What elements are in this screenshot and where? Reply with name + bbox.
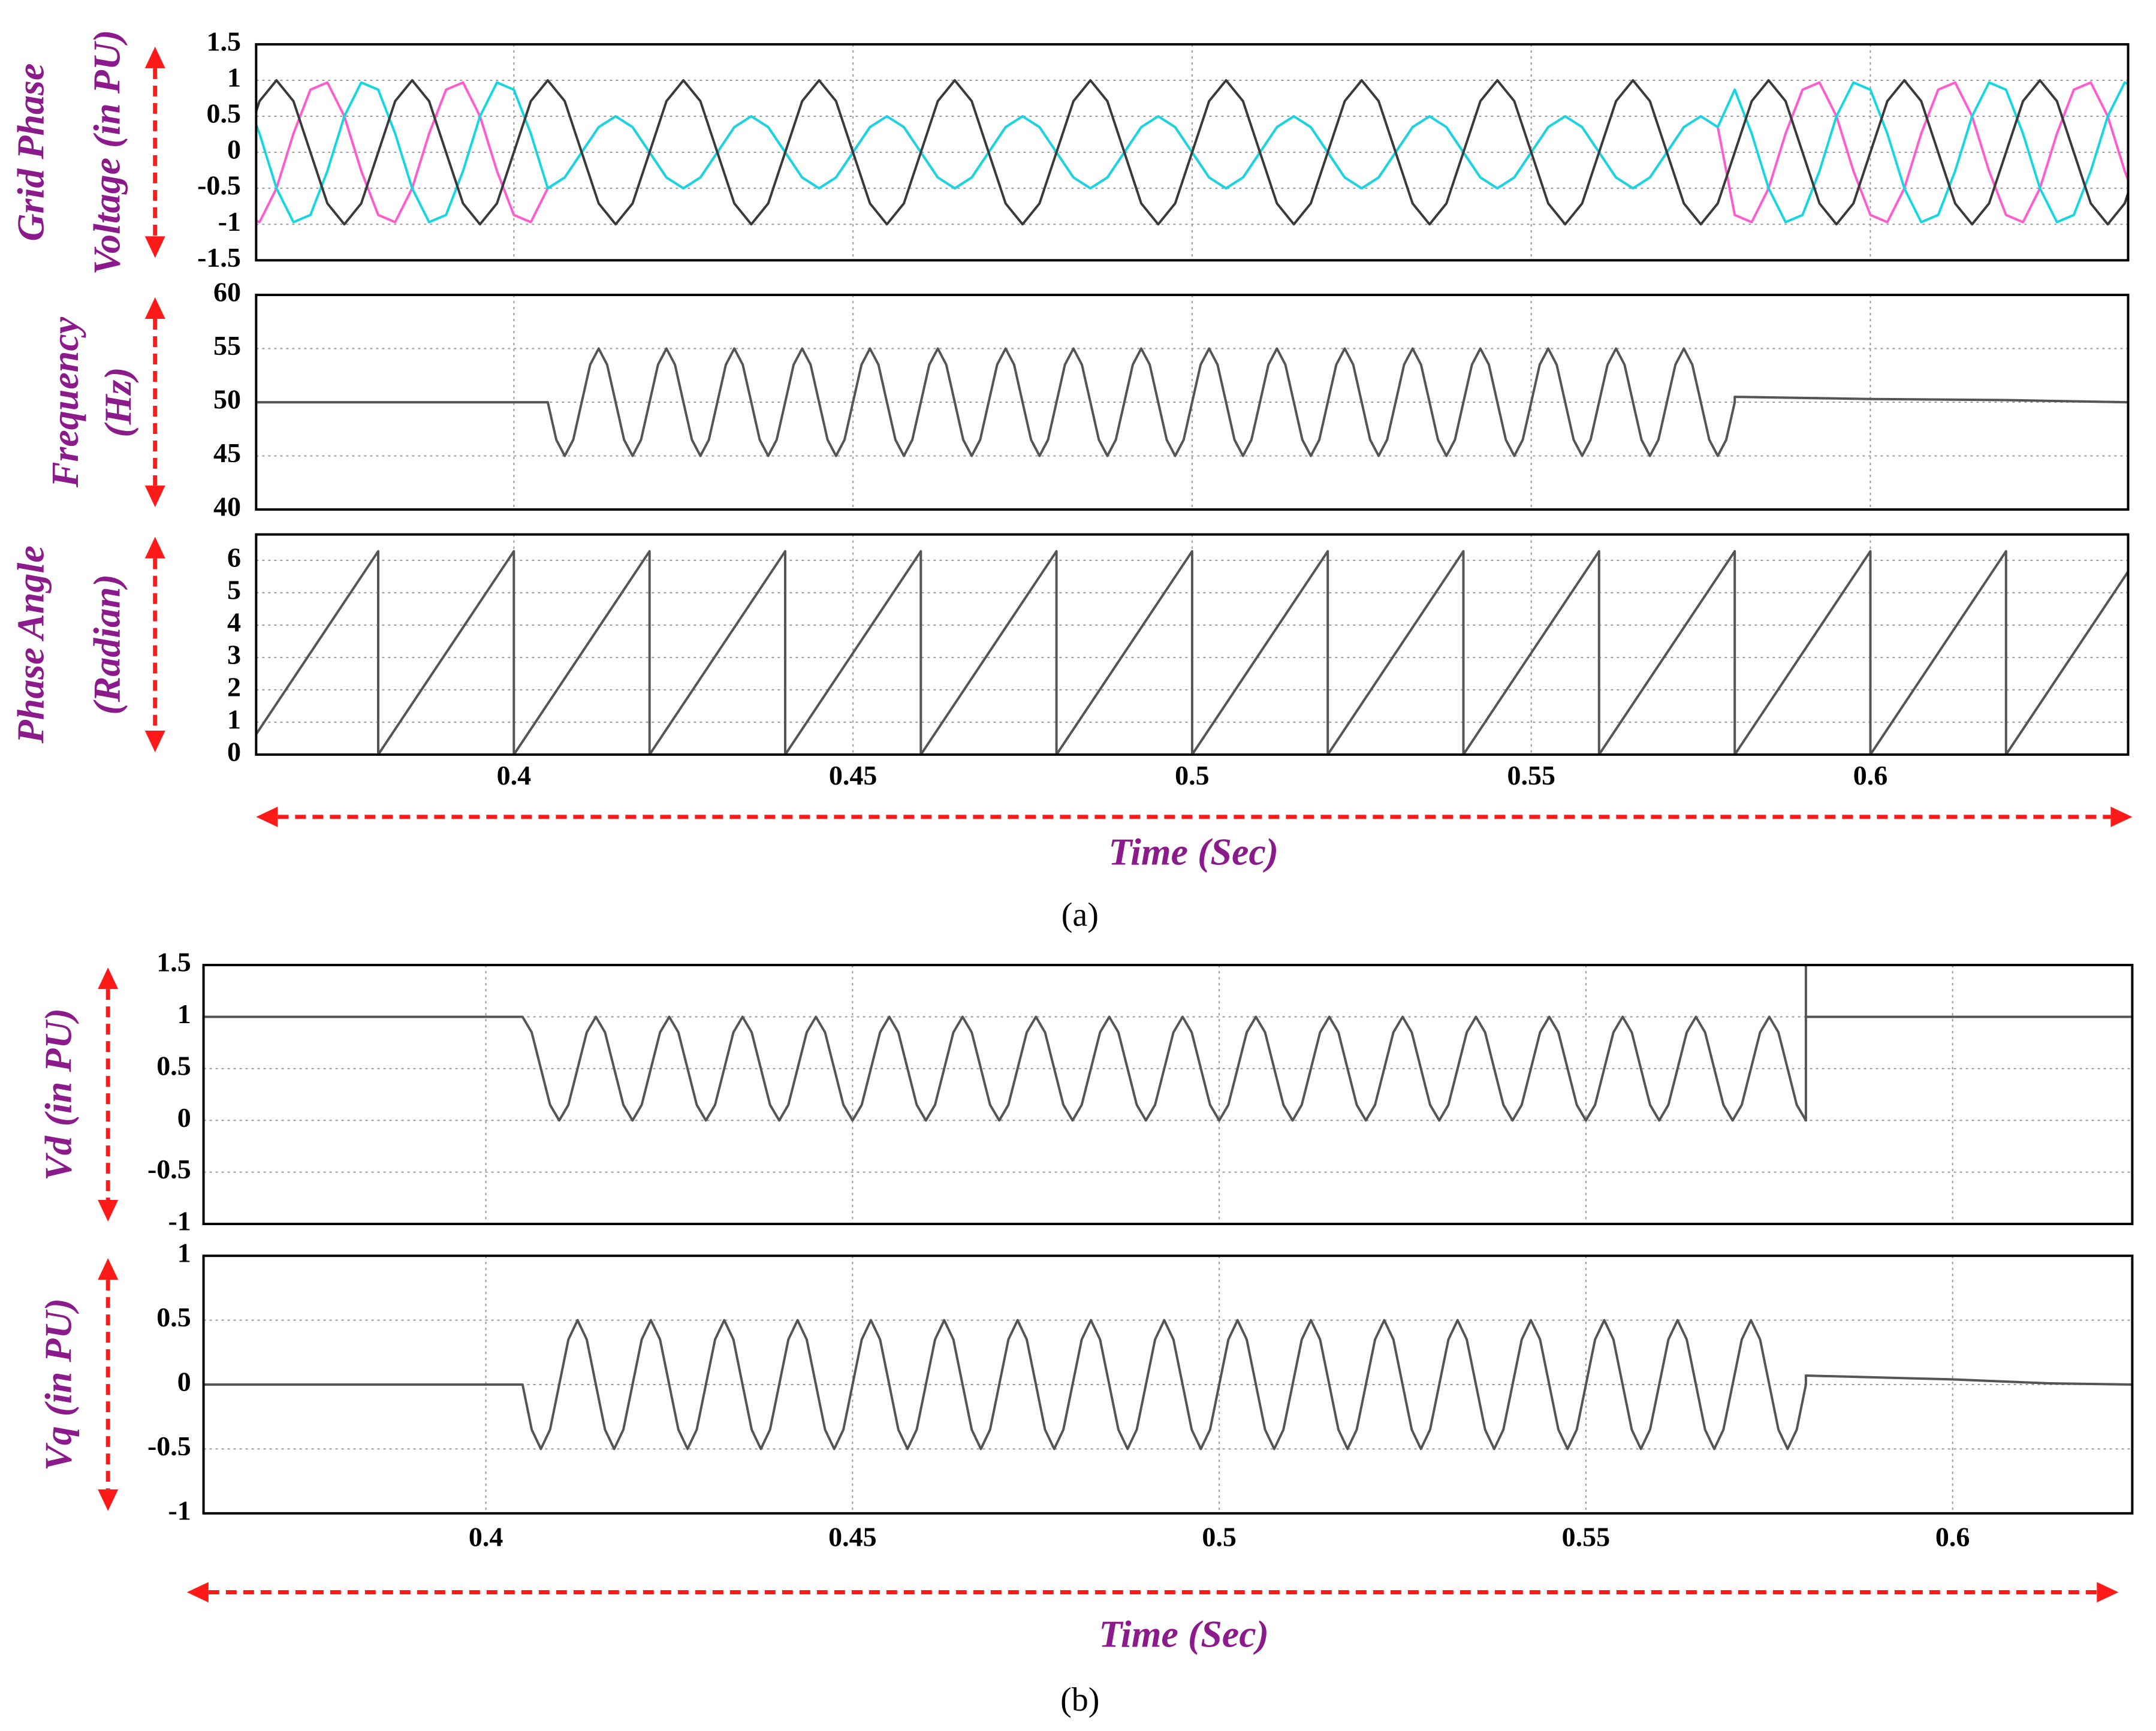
arrow-head: [98, 1489, 119, 1511]
y-tick-label: -0.5: [147, 1154, 191, 1184]
y-tick-label: 55: [213, 330, 241, 361]
y-tick-label: 5: [227, 574, 241, 605]
data-line: [256, 550, 2128, 755]
y-tick-label: 3: [227, 639, 241, 670]
caption: (a): [1062, 896, 1099, 933]
y-tick-label: 1: [177, 1238, 191, 1268]
plot-frame: [202, 1254, 2134, 1515]
y-tick-label: 1: [227, 62, 241, 93]
y-tick-label: 50: [213, 384, 241, 415]
y-tick-label: 6: [227, 542, 241, 572]
plot-frame: [202, 964, 2134, 1226]
y-axis-label: (Radian): [85, 574, 128, 715]
arrow-head: [144, 236, 165, 258]
y-tick-label: -1: [218, 206, 241, 237]
y-tick-label: -0.5: [197, 170, 241, 201]
x-tick-label: 0.45: [829, 760, 878, 791]
x-tick-label: 0.45: [828, 1521, 877, 1552]
arrow-head: [256, 806, 278, 827]
x-axis-label: Time (Sec): [1099, 1612, 1269, 1655]
y-tick-label: 0.5: [156, 1050, 191, 1081]
y-tick-label: 1.5: [156, 947, 191, 978]
data-line: [203, 965, 2133, 1122]
arrow-head: [2110, 806, 2133, 827]
y-tick-label: 0.5: [206, 98, 241, 129]
x-tick-label: 0.5: [1175, 760, 1210, 791]
x-tick-label: 0.4: [497, 760, 532, 791]
y-tick-label: -1: [168, 1495, 191, 1525]
x-axis-label: Time (Sec): [1108, 830, 1278, 873]
y-tick-label: 0: [177, 1102, 191, 1133]
arrow-head: [98, 1200, 119, 1222]
data-line: [256, 79, 2128, 226]
arrow-head: [98, 967, 119, 990]
plot-frame: [255, 294, 2130, 511]
arrow-head: [186, 1582, 209, 1603]
x-tick-label: 0.55: [1562, 1521, 1611, 1552]
y-tick-label: 0.5: [156, 1302, 191, 1332]
plot-frame: [255, 43, 2130, 262]
y-tick-label: 45: [213, 438, 241, 468]
y-tick-label: -1.5: [197, 242, 241, 273]
y-tick-label: 0: [227, 737, 241, 767]
x-tick-label: 0.6: [1935, 1521, 1970, 1552]
arrow-head: [144, 46, 165, 68]
y-tick-label: 40: [213, 491, 241, 522]
y-tick-label: 1: [177, 999, 191, 1029]
y-axis-label: Phase Angle: [9, 545, 52, 744]
arrow-head: [144, 536, 165, 559]
y-axis-label: Vq (in PU): [37, 1298, 80, 1471]
y-tick-label: -1: [168, 1206, 191, 1237]
y-axis-label: Grid Phase: [9, 64, 52, 242]
x-tick-label: 0.55: [1507, 760, 1555, 791]
x-tick-label: 0.6: [1853, 760, 1888, 791]
y-axis-label: Vd (in PU): [37, 1008, 80, 1181]
arrow-head: [144, 297, 165, 319]
plot-frame: [255, 533, 2130, 756]
arrow-head: [98, 1258, 119, 1280]
data-line: [203, 1319, 2133, 1450]
arrow-head: [144, 485, 165, 508]
arrow-head: [144, 730, 165, 752]
caption: (b): [1060, 1681, 1099, 1718]
x-tick-label: 0.5: [1202, 1521, 1237, 1552]
x-tick-label: 0.4: [469, 1521, 503, 1552]
y-tick-label: 2: [227, 671, 241, 702]
data-line: [256, 347, 2128, 457]
y-tick-label: 1.5: [206, 26, 241, 56]
y-axis-label: (Hz): [97, 367, 139, 437]
y-tick-label: 60: [213, 277, 241, 307]
arrow-head: [2097, 1582, 2119, 1603]
y-axis-label: Frequency: [44, 316, 86, 488]
y-axis-label: Voltage (in PU): [85, 30, 128, 275]
y-tick-label: 0: [227, 134, 241, 165]
y-tick-label: 1: [227, 704, 241, 734]
y-tick-label: -0.5: [147, 1431, 191, 1461]
y-tick-label: 4: [227, 607, 241, 637]
y-tick-label: 0: [177, 1367, 191, 1397]
